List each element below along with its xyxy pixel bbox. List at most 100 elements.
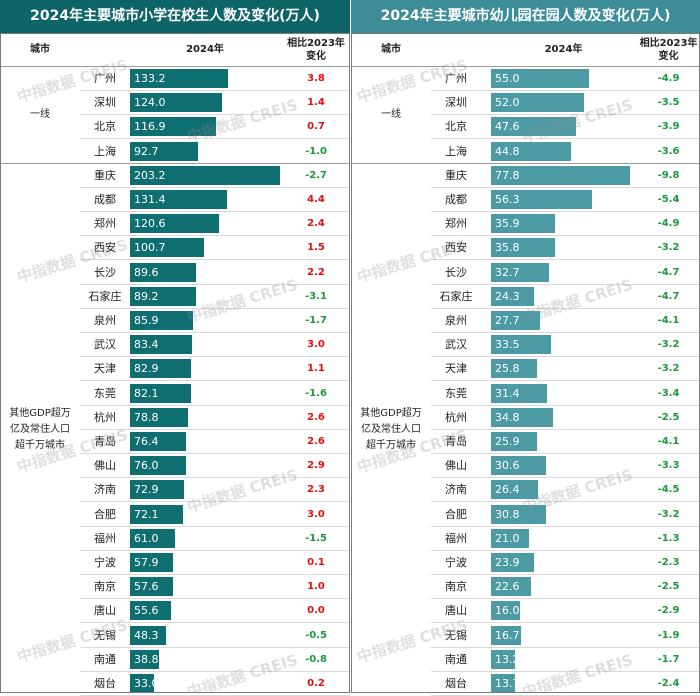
row-divider [80,259,350,261]
change-label: -2.3 [657,557,680,568]
value-label: 30.8 [495,507,520,521]
row-divider [431,574,700,575]
row-divider [431,428,700,430]
change-label: -2.7 [305,169,327,181]
city-label: 南通 [94,652,116,666]
value-label: 89.6 [134,265,159,279]
change-label: 3.0 [307,508,325,520]
value-label: 47.6 [495,120,520,134]
header-change-line-1: 相比2023年 [639,37,698,49]
header-change-line-1: 相比2023年 [287,37,345,49]
change-label: -2.5 [657,581,680,593]
value-label: 33.5 [495,338,520,352]
change-label: -5.4 [657,194,680,205]
row-divider [431,186,700,188]
table-row: 济南 72.9 2.3 [0,478,350,503]
value-bar [130,190,227,209]
city-label: 郑州 [94,217,116,231]
row-divider [80,356,350,358]
value-label: 92.7 [134,144,159,158]
row-divider [80,90,350,91]
group-separator [0,162,350,164]
table-row: 佛山 30.6 -3.3 [351,454,700,479]
table-row: 佛山 76.0 2.9 [0,454,350,479]
value-label: 27.7 [495,314,520,327]
table-row: 南京 57.6 1.0 [0,575,350,600]
table-row: 宁波 57.9 0.1 [0,551,350,575]
city-label: 天津 [445,362,467,376]
value-bar [130,238,205,258]
value-bar [130,335,192,355]
table-row: 上海 44.8 -3.6 [351,140,700,164]
table-row: 泉州 85.9 -1.7 [0,309,350,333]
value-bar [491,359,538,379]
table-row: 武汉 83.4 3.0 [0,333,350,358]
value-label: 23.9 [495,556,520,569]
city-label: 青岛 [94,435,116,448]
city-label: 武汉 [445,338,467,352]
row-divider [80,574,350,575]
header-row: 城市 2024年 相比2023年 变化 [351,33,700,67]
table-row: 广州 133.2 3.8 [0,67,350,91]
header-change: 相比2023年 变化 [637,33,700,66]
change-label: 3.8 [307,73,325,84]
value-bar [130,214,220,234]
value-bar [130,432,187,451]
city-label: 南京 [94,580,116,594]
change-label: -1.0 [305,145,327,157]
city-label: 上海 [445,144,467,158]
value-label: 133.2 [134,72,166,85]
table-row: 南通 38.8 -0.8 [0,648,350,672]
value-label: 25.9 [495,435,520,448]
group-label-line: 其他GDP超万 [360,407,422,419]
value-label: 16.0 [495,604,520,618]
change-label: -3.9 [657,121,680,133]
city-label: 佛山 [94,459,116,473]
group-separator [351,162,700,164]
value-label: 116.9 [134,120,166,134]
row-divider [431,307,700,309]
value-bar [491,190,592,209]
table-row: 长沙 89.6 2.2 [0,261,350,285]
change-label: -0.5 [305,629,327,641]
value-label: 57.6 [134,580,159,594]
value-label: 48.3 [134,628,159,642]
table-row: 北京 116.9 0.7 [0,115,350,140]
value-label: 26.4 [495,483,520,497]
table-row: 重庆 77.8 -9.8 [351,164,700,188]
row-divider [80,138,350,140]
group-label: 一线 [0,67,80,164]
value-bar [491,577,532,597]
city-label: 郑州 [445,217,467,231]
city-label: 福州 [94,531,116,545]
row-divider [80,307,350,309]
row-divider [80,114,350,116]
table-row: 长沙 32.7 -4.7 [351,261,700,285]
value-label: 124.0 [134,96,166,110]
row-divider [80,211,350,212]
table-row: 西安 35.8 -3.2 [351,236,700,261]
city-label: 成都 [445,193,467,206]
change-label: -3.2 [657,242,680,254]
city-label: 成都 [94,193,116,206]
table-row: 东莞 31.4 -3.4 [351,382,700,406]
row-divider [431,525,700,527]
value-bar [491,649,515,669]
city-label: 济南 [94,483,116,497]
value-label: 120.6 [134,217,166,231]
table-row: 青岛 76.4 2.6 [0,430,350,454]
value-label: 25.8 [495,362,520,376]
row-divider [431,138,700,140]
value-bar [130,93,222,113]
row-divider [431,646,700,648]
value-label: 89.2 [134,289,159,303]
chart-title: 2024年主要城市幼儿园在园人数及变化(万人) [351,0,700,33]
city-label: 上海 [94,144,116,158]
value-bar [130,286,196,306]
city-label: 石家庄 [88,289,122,303]
row-divider [80,380,350,382]
row-divider [80,235,350,237]
city-label: 无锡 [94,628,116,642]
value-bar [491,117,577,137]
value-label: 44.8 [495,144,520,158]
